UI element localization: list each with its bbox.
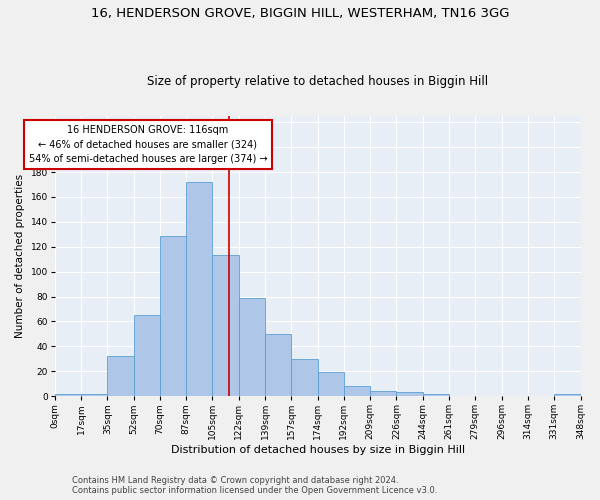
- Bar: [344, 386, 370, 396]
- Bar: [160, 236, 186, 396]
- Bar: [292, 359, 317, 396]
- Text: 16, HENDERSON GROVE, BIGGIN HILL, WESTERHAM, TN16 3GG: 16, HENDERSON GROVE, BIGGIN HILL, WESTER…: [91, 8, 509, 20]
- Bar: [186, 182, 212, 396]
- X-axis label: Distribution of detached houses by size in Biggin Hill: Distribution of detached houses by size …: [170, 445, 464, 455]
- Bar: [423, 394, 449, 396]
- Bar: [107, 356, 134, 396]
- Bar: [265, 334, 292, 396]
- Bar: [554, 394, 581, 396]
- Bar: [134, 315, 160, 396]
- Y-axis label: Number of detached properties: Number of detached properties: [15, 174, 25, 338]
- Title: Size of property relative to detached houses in Biggin Hill: Size of property relative to detached ho…: [147, 76, 488, 88]
- Bar: [81, 394, 107, 396]
- Bar: [55, 394, 81, 396]
- Bar: [239, 298, 265, 396]
- Text: 16 HENDERSON GROVE: 116sqm
← 46% of detached houses are smaller (324)
54% of sem: 16 HENDERSON GROVE: 116sqm ← 46% of deta…: [29, 125, 267, 164]
- Bar: [212, 256, 239, 396]
- Bar: [317, 372, 344, 396]
- Bar: [370, 391, 397, 396]
- Text: Contains HM Land Registry data © Crown copyright and database right 2024.
Contai: Contains HM Land Registry data © Crown c…: [72, 476, 437, 495]
- Bar: [397, 392, 423, 396]
